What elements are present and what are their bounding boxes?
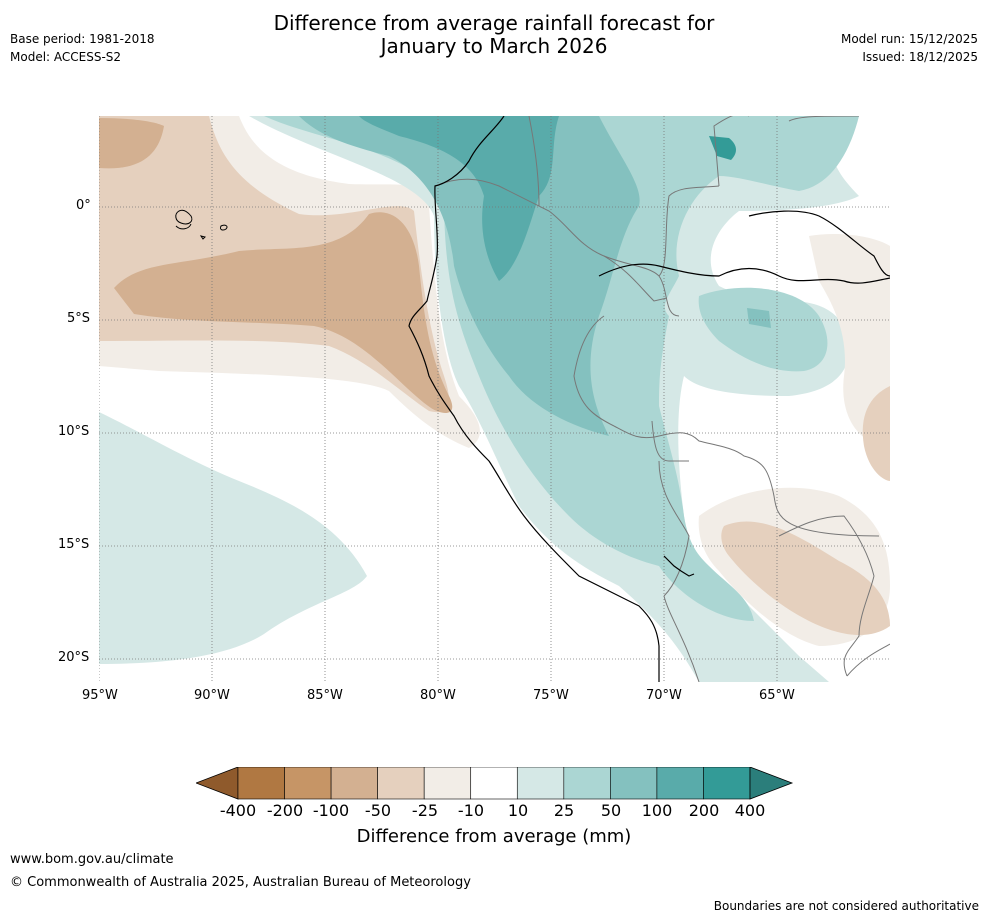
lon-label-90w: 90°W (194, 688, 230, 703)
wet-region-brazil (698, 287, 828, 372)
colorbar-cell (470, 767, 518, 800)
colorbar-tick-label: -100 (312, 801, 350, 820)
title-line-1: Difference from average rainfall forecas… (273, 11, 715, 35)
lon-label-95w: 95°W (82, 688, 118, 703)
galapagos-islands (175, 209, 228, 240)
colorbar-cell (703, 767, 751, 800)
lon-label-70w: 70°W (646, 688, 682, 703)
colorbar-cell (563, 767, 611, 800)
colorbar-arrow-right (749, 767, 794, 800)
colorbar-tick-label: 200 (688, 801, 720, 820)
lon-label-85w: 85°W (307, 688, 343, 703)
colorbar-arrow-left (196, 767, 239, 800)
lon-label-75w: 75°W (533, 688, 569, 703)
colorbar-cell (237, 767, 285, 800)
coastlines (408, 116, 890, 682)
colorbar-tick-label: -50 (364, 801, 392, 820)
page-title: Difference from average rainfall forecas… (0, 12, 988, 58)
header-right: Model run: 15/12/2025 Issued: 18/12/2025 (841, 30, 978, 66)
colorbar (196, 767, 794, 800)
dry-region-inner-2 (114, 212, 453, 413)
colorbar-tick-label: 10 (507, 801, 529, 820)
colorbar-cell (656, 767, 704, 800)
graticule (99, 116, 890, 682)
colorbar-cell (284, 767, 332, 800)
colorbar-cell (423, 767, 472, 800)
wet-region-pacific (99, 412, 367, 664)
colorbar-tick-label: -25 (411, 801, 439, 820)
title-line-2: January to March 2026 (380, 34, 608, 58)
lon-label-65w: 65°W (759, 688, 795, 703)
lat-label-10s: 10°S (58, 424, 90, 439)
base-period-text: Base period: 1981-2018 (10, 32, 155, 46)
country-borders (434, 116, 890, 682)
colorbar-tick-label: 25 (553, 801, 575, 820)
model-run-text: Model run: 15/12/2025 (840, 32, 978, 46)
lat-label-0: 0° (76, 198, 91, 213)
lon-label-80w: 80°W (420, 688, 456, 703)
issued-text: Issued: 18/12/2025 (862, 50, 978, 64)
colorbar-tick-label: -400 (219, 801, 257, 820)
colorbar-tick-label: 50 (600, 801, 622, 820)
dry-region-bolivia-inner (721, 521, 890, 636)
legend-title: Difference from average (mm) (356, 826, 632, 847)
colorbar-cell (377, 767, 425, 800)
dry-region-brazil-east-inner (862, 386, 890, 481)
website-link[interactable]: www.bom.gov.au/climate (10, 852, 174, 867)
disclaimer-text: Boundaries are not considered authoritat… (713, 899, 979, 913)
colorbar-tick-label: 100 (641, 801, 673, 820)
wet-region-core (359, 116, 559, 281)
colorbar-tick-label: 400 (734, 801, 766, 820)
dry-region-brazil-east-outer (809, 234, 890, 446)
wet-region-brazil-core (747, 308, 771, 328)
lat-label-20s: 20°S (58, 650, 90, 665)
colorbar-cell (330, 767, 378, 800)
wet-region-inner (299, 116, 640, 436)
header-left: Base period: 1981-2018 Model: ACCESS-S2 (10, 30, 155, 66)
model-text: Model: ACCESS-S2 (10, 50, 122, 64)
colorbar-tick-label: -200 (266, 801, 304, 820)
colorbar-cell (516, 767, 565, 800)
lat-label-15s: 15°S (58, 537, 90, 552)
lat-label-5s: 5°S (67, 311, 91, 326)
dry-region-inner (99, 118, 164, 169)
colorbar-tick-label: -10 (457, 801, 485, 820)
copyright-text: © Commonwealth of Australia 2025, Austra… (10, 875, 471, 890)
colorbar-cell (610, 767, 658, 800)
rainfall-map (99, 116, 890, 682)
